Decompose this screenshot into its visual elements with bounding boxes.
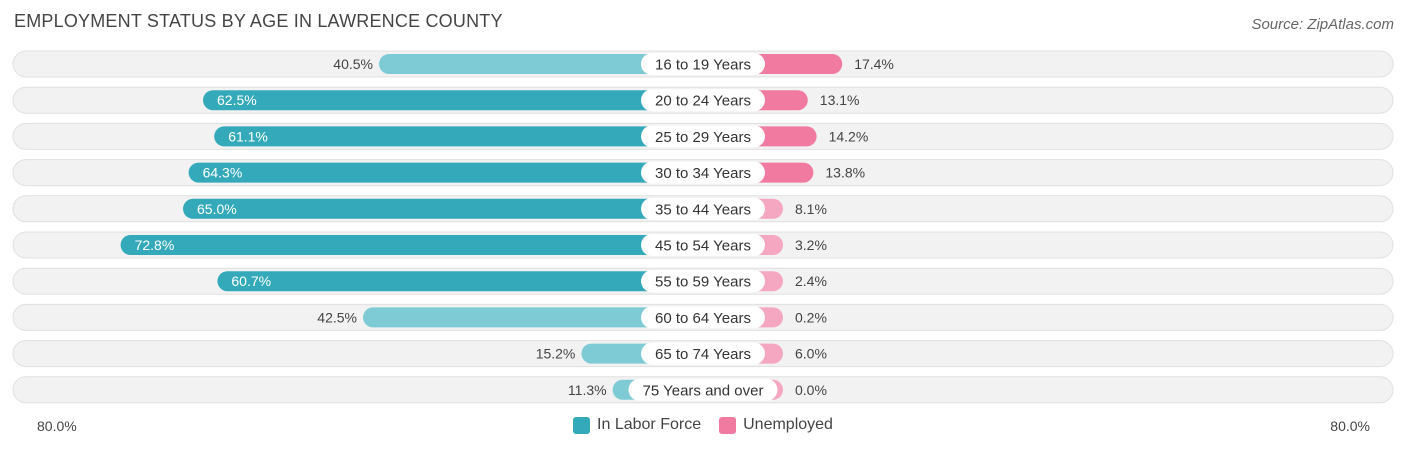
- unemployed-value-label: 0.2%: [795, 309, 827, 325]
- unemployed-value-label: 3.2%: [795, 237, 827, 253]
- labor-bar: [217, 271, 703, 292]
- category-label: 30 to 34 Years: [655, 165, 751, 182]
- category-label: 75 Years and over: [643, 382, 764, 399]
- category-pill: [641, 161, 765, 184]
- legend-label-labor: In Labor Force: [597, 416, 702, 433]
- axis-right-label: 80.0%: [1330, 418, 1370, 434]
- category-pill: [641, 234, 765, 256]
- category-label: 25 to 29 Years: [655, 129, 751, 146]
- axis-left-label: 80.0%: [37, 418, 77, 434]
- labor-bar: [379, 54, 703, 74]
- category-pill: [641, 270, 765, 293]
- legend-item-unemployed: Unemployed: [719, 416, 833, 434]
- category-pill: [641, 197, 765, 220]
- labor-bar: [120, 235, 704, 255]
- labor-bar: [214, 126, 703, 147]
- category-pill: [641, 306, 765, 329]
- labor-value-label: 65.0%: [197, 201, 237, 217]
- category-pill: [641, 89, 765, 112]
- unemployed-value-label: 2.4%: [795, 273, 827, 289]
- category-label: 20 to 24 Years: [655, 93, 751, 110]
- labor-bar: [363, 307, 703, 328]
- category-label: 55 to 59 Years: [655, 274, 751, 291]
- unemployed-value-label: 13.8%: [825, 165, 865, 181]
- category-pill: [641, 53, 765, 75]
- labor-value-label: 11.3%: [568, 382, 607, 398]
- labor-value-label: 42.5%: [317, 309, 357, 325]
- legend-swatch-labor: [573, 416, 591, 434]
- labor-value-label: 62.5%: [217, 92, 257, 108]
- category-label: 45 to 54 Years: [655, 238, 751, 255]
- legend: In Labor Force Unemployed: [0, 416, 1406, 434]
- unemployed-value-label: 17.4%: [854, 56, 894, 72]
- labor-value-label: 60.7%: [231, 273, 271, 289]
- category-label: 16 to 19 Years: [655, 57, 751, 74]
- unemployed-value-label: 13.1%: [820, 92, 860, 108]
- legend-label-unemployed: Unemployed: [743, 416, 833, 433]
- unemployed-value-label: 14.2%: [829, 128, 869, 144]
- category-pill: [641, 125, 765, 148]
- category-label: 65 to 74 Years: [655, 346, 751, 363]
- unemployed-value-label: 6.0%: [795, 346, 827, 362]
- category-pill: [641, 342, 765, 365]
- labor-bar: [188, 162, 704, 183]
- labor-value-label: 72.8%: [135, 237, 175, 253]
- labor-value-label: 15.2%: [536, 346, 576, 362]
- labor-bar: [203, 90, 703, 111]
- labor-value-label: 40.5%: [333, 56, 373, 72]
- labor-value-label: 64.3%: [203, 165, 243, 181]
- category-pill: [628, 378, 778, 401]
- unemployed-value-label: 0.0%: [795, 382, 827, 398]
- category-label: 35 to 44 Years: [655, 201, 751, 218]
- category-label: 60 to 64 Years: [655, 310, 751, 327]
- legend-item-labor: In Labor Force: [573, 416, 701, 434]
- legend-swatch-unemployed: [719, 416, 737, 434]
- source-note: Source: ZipAtlas.com: [1251, 16, 1394, 33]
- unemployed-value-label: 8.1%: [795, 201, 827, 217]
- labor-bar: [183, 198, 703, 219]
- chart-title: EMPLOYMENT STATUS BY AGE IN LAWRENCE COU…: [14, 11, 503, 31]
- labor-value-label: 61.1%: [228, 128, 268, 144]
